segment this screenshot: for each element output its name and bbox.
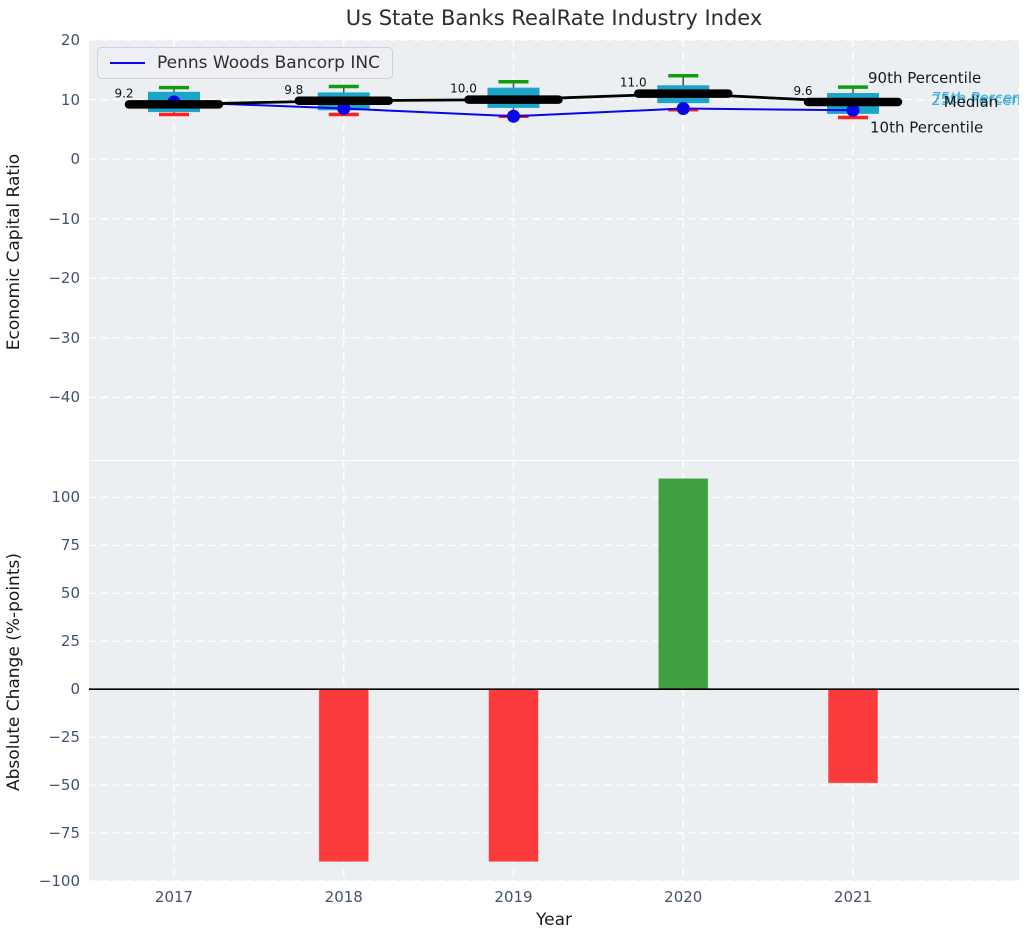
median-value-label: 10.0 xyxy=(450,82,477,96)
bottom-panel-bars xyxy=(89,461,1019,881)
legend-line-swatch xyxy=(110,62,145,64)
change-bar-2021 xyxy=(827,688,879,784)
top-panel-boxplot: 9.2 9.8 10.0 11.0 9.6 75th Percentile25th Per… xyxy=(89,40,1019,460)
chart-title: Us State Banks RealRate Industry Index xyxy=(345,6,763,30)
label-median: Median xyxy=(944,93,999,111)
x-axis-label: Year xyxy=(536,910,572,930)
y-tick-label: −20 xyxy=(48,269,80,288)
change-bar-2018 xyxy=(318,688,370,863)
y-tick-label: 25 xyxy=(60,632,80,651)
y-tick-label: 75 xyxy=(60,536,80,555)
y-tick-label: 100 xyxy=(51,488,80,507)
y-tick-label: 20 xyxy=(60,31,80,49)
median-value-label: 9.6 xyxy=(793,84,812,98)
x-tick-label-2017: 2017 xyxy=(154,888,194,906)
y-tick-label: −30 xyxy=(48,328,80,347)
boxplot-canvas: 9.2 9.8 10.0 11.0 9.6 75th Percentile25th Per… xyxy=(89,40,1019,460)
x-tick-label-2020: 2020 xyxy=(664,888,703,906)
label-75th-percentile: 75th Percentile xyxy=(932,89,1019,107)
label-10th-percentile: 10th Percentile xyxy=(870,118,983,136)
x-tick-label-2019: 2019 xyxy=(494,888,533,906)
change-bar-2019 xyxy=(488,688,539,863)
y-tick-label: 10 xyxy=(60,90,80,109)
x-tick-label-2018: 2018 xyxy=(324,888,363,906)
change-bar-2020 xyxy=(657,477,709,690)
label-90th-percentile: 90th Percentile xyxy=(868,69,981,87)
median-value-label: 11.0 xyxy=(620,76,647,90)
company-marker xyxy=(676,102,690,116)
median-value-label: 9.2 xyxy=(114,86,133,100)
top-y-axis-label: Economic Capital Ratio xyxy=(4,153,24,351)
y-tick-label: −40 xyxy=(48,388,80,407)
y-tick-label: −100 xyxy=(38,872,80,890)
median-value-label: 9.8 xyxy=(284,83,303,97)
y-tick-label: −25 xyxy=(48,728,80,747)
y-tick-label: −75 xyxy=(48,824,80,843)
y-tick-label: 50 xyxy=(60,584,80,603)
label-25th-percentile: 25th Percentile xyxy=(931,91,1019,109)
y-tick-label: 0 xyxy=(70,150,80,169)
y-tick-label: −50 xyxy=(48,776,80,795)
y-tick-label: 0 xyxy=(70,680,80,699)
company-marker xyxy=(337,102,351,116)
company-marker xyxy=(507,109,520,123)
company-marker xyxy=(846,103,860,117)
legend: Penns Woods Bancorp INC xyxy=(97,47,393,79)
legend-label: Penns Woods Bancorp INC xyxy=(157,53,380,73)
bar-canvas xyxy=(89,461,1019,881)
y-tick-label: −10 xyxy=(48,209,80,228)
x-tick-label-2021: 2021 xyxy=(833,888,873,906)
